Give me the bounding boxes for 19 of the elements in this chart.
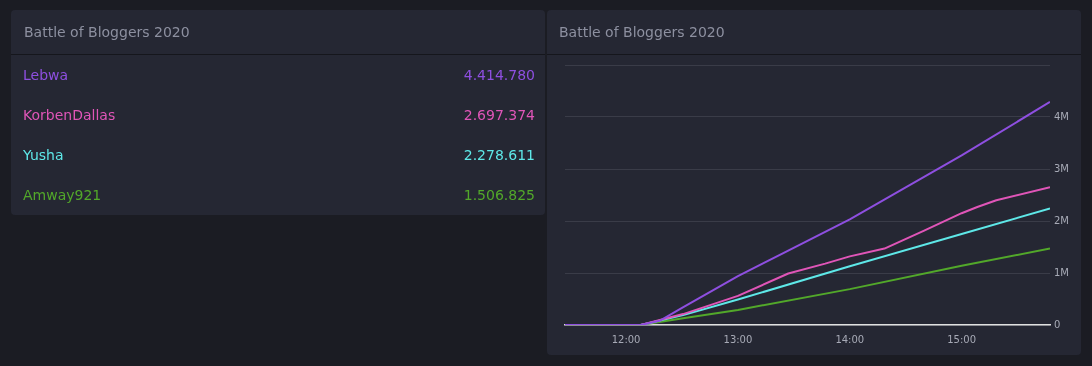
chart-title: Battle of Bloggers 2020	[547, 10, 1081, 55]
y-tick-label: 2M	[1054, 214, 1070, 226]
x-tick-label: 14:00	[835, 333, 865, 345]
y-tick-label: 0	[1054, 318, 1061, 330]
text: 1.506.825	[463, 187, 535, 203]
text: 2.278.611	[463, 147, 535, 163]
x-tick-label: 15:00	[947, 333, 977, 345]
text: 2.697.374	[463, 107, 535, 123]
y-tick-label: 4M	[1054, 110, 1070, 122]
category-label: KorbenDallas	[23, 106, 116, 125]
x-tick-label: 13:00	[723, 333, 753, 345]
y-tick-label: 3M	[1054, 162, 1070, 174]
text: 4.414.780	[463, 67, 535, 83]
text: Battle of Bloggers 2020	[11, 10, 545, 55]
category-label: Yusha	[23, 146, 64, 165]
y-tick-label: 1M	[1054, 266, 1070, 278]
category-label: Amway921	[23, 186, 102, 205]
x-tick-label: 12:00	[611, 333, 641, 345]
category-label: Lebwa	[23, 66, 69, 85]
